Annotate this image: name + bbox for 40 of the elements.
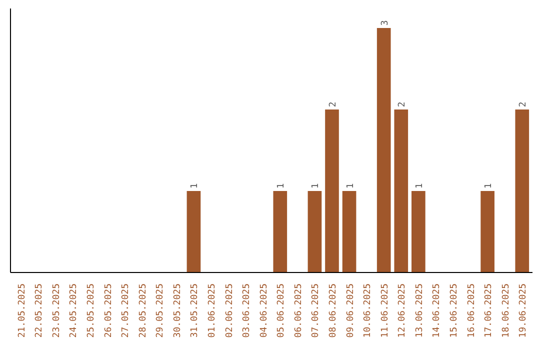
data-label: 2 (398, 102, 408, 108)
x-tick-label: 21.05.2025 (17, 283, 28, 338)
x-tick-label: 07.06.2025 (311, 283, 322, 338)
x-tick-label: 05.06.2025 (276, 283, 287, 338)
data-label: 2 (328, 102, 338, 108)
x-tick-label: 12.06.2025 (398, 283, 408, 338)
data-label: 1 (346, 183, 356, 189)
data-label: 2 (518, 102, 529, 108)
x-tick-label: 14.06.2025 (432, 283, 442, 338)
x-tick-label: 17.06.2025 (484, 283, 494, 338)
x-tick-label: 02.06.2025 (224, 283, 235, 338)
data-label: 1 (276, 183, 287, 189)
x-tick-label: 24.05.2025 (69, 283, 80, 338)
x-tick-label: 28.05.2025 (138, 283, 148, 338)
data-label: 1 (190, 183, 200, 189)
x-tick-label: 04.06.2025 (259, 283, 270, 338)
x-tick-label: 15.06.2025 (449, 283, 460, 338)
data-label: 1 (414, 183, 425, 189)
data-label: 1 (311, 183, 322, 189)
x-tick-label: 29.05.2025 (156, 283, 166, 338)
x-tick-label: 27.05.2025 (121, 283, 132, 338)
x-tick-label: 26.05.2025 (104, 283, 114, 338)
x-tick-label: 13.06.2025 (414, 283, 425, 338)
x-tick-label: 08.06.2025 (328, 283, 338, 338)
x-tick-label: 06.06.2025 (294, 283, 304, 338)
x-tick-label: 30.05.2025 (172, 283, 183, 338)
x-tick-label: 01.06.2025 (208, 283, 218, 338)
x-tick-label: 25.05.2025 (86, 283, 97, 338)
x-tick-label: 16.06.2025 (466, 283, 477, 338)
x-tick-label: 09.06.2025 (346, 283, 356, 338)
data-label: 3 (380, 20, 390, 26)
x-tick-label: 18.06.2025 (501, 283, 512, 338)
x-tick-label: 19.06.2025 (518, 283, 529, 338)
x-tick-label: 11.06.2025 (380, 283, 390, 338)
x-tick-label: 23.05.2025 (52, 283, 62, 338)
x-tick-label: 10.06.2025 (363, 283, 374, 338)
x-tick-label: 03.06.2025 (242, 283, 252, 338)
x-tick-label: 31.05.2025 (190, 283, 200, 338)
data-label: 1 (484, 183, 494, 189)
x-tick-label: 22.05.2025 (34, 283, 45, 338)
